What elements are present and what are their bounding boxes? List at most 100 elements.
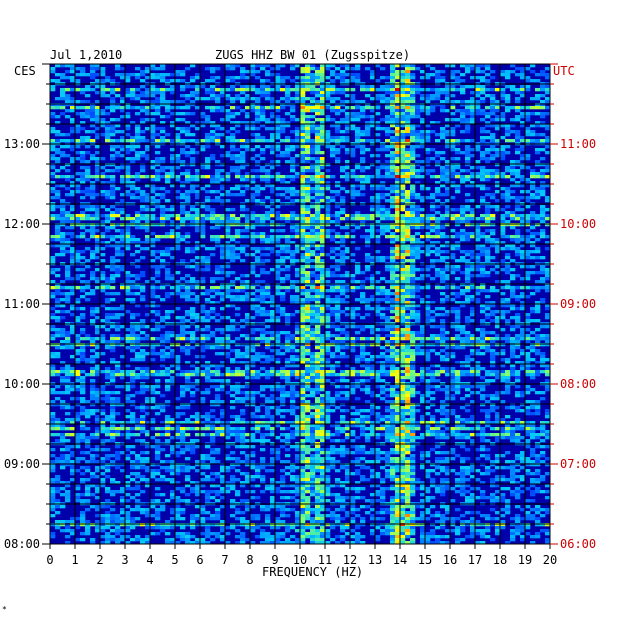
heatmap-cell [510,289,516,293]
heatmap-cell [110,181,116,185]
heatmap-cell [80,70,86,74]
heatmap-cell [110,145,116,149]
heatmap-cell [545,208,551,212]
heatmap-cell [250,103,256,107]
heatmap-cell [150,214,156,218]
heatmap-cell [90,232,96,236]
heatmap-cell [400,154,406,158]
heatmap-cell [120,304,126,308]
heatmap-cell [480,88,486,92]
heatmap-cell [130,223,136,227]
heatmap-cell [430,130,436,134]
heatmap-cell [405,229,411,233]
heatmap-cell [185,163,191,167]
heatmap-cell [85,259,91,263]
heatmap-cell [505,139,511,143]
heatmap-cell [385,187,391,191]
heatmap-cell [250,265,256,269]
heatmap-cell [260,253,266,257]
heatmap-cell [50,166,56,170]
heatmap-cell [155,295,161,299]
heatmap-cell [310,91,316,95]
heatmap-cell [75,235,81,239]
heatmap-cell [385,268,391,272]
heatmap-cell [140,283,146,287]
heatmap-cell [425,76,431,80]
heatmap-cell [250,253,256,257]
heatmap-cell [240,166,246,170]
heatmap-cell [260,313,266,317]
heatmap-cell [430,109,436,113]
heatmap-cell [275,67,281,71]
heatmap-cell [365,178,371,182]
heatmap-cell [150,133,156,137]
heatmap-cell [255,217,261,221]
heatmap-cell [415,169,421,173]
heatmap-cell [440,136,446,140]
heatmap-cell [75,67,81,71]
heatmap-cell [165,208,171,212]
heatmap-cell [185,241,191,245]
heatmap-cell [65,292,71,296]
heatmap-cell [90,157,96,161]
heatmap-cell [530,112,536,116]
heatmap-cell [380,259,386,263]
heatmap-cell [180,94,186,98]
heatmap-cell [355,127,361,131]
heatmap-cell [335,235,341,239]
heatmap-cell [240,235,246,239]
heatmap-cell [465,277,471,281]
heatmap-cell [255,103,261,107]
heatmap-cell [445,100,451,104]
heatmap-cell [310,244,316,248]
heatmap-cell [105,163,111,167]
heatmap-cell [130,253,136,257]
heatmap-cell [305,298,311,302]
heatmap-cell [260,139,266,143]
heatmap-cell [540,73,546,77]
heatmap-cell [420,88,426,92]
heatmap-cell [60,208,66,212]
heatmap-cell [220,91,226,95]
heatmap-cell [390,130,396,134]
heatmap-cell [310,331,316,335]
heatmap-cell [355,193,361,197]
heatmap-cell [95,163,101,167]
heatmap-cell [300,121,306,125]
heatmap-cell [495,181,501,185]
heatmap-cell [410,148,416,152]
heatmap-cell [335,304,341,308]
heatmap-cell [200,85,206,89]
heatmap-cell [360,151,366,155]
heatmap-cell [425,319,431,323]
heatmap-cell [235,328,241,332]
heatmap-cell [410,106,416,110]
heatmap-cell [250,235,256,239]
heatmap-cell [365,121,371,125]
heatmap-cell [390,226,396,230]
heatmap-cell [405,124,411,128]
heatmap-cell [140,121,146,125]
heatmap-cell [300,175,306,179]
heatmap-cell [240,280,246,284]
heatmap-cell [365,277,371,281]
heatmap-cell [525,76,531,80]
heatmap-cell [440,331,446,335]
heatmap-cell [400,229,406,233]
heatmap-cell [425,250,431,254]
heatmap-cell [355,280,361,284]
heatmap-cell [65,76,71,80]
heatmap-cell [540,169,546,173]
heatmap-cell [225,325,231,329]
heatmap-cell [95,205,101,209]
heatmap-cell [215,106,221,110]
heatmap-cell [480,127,486,131]
heatmap-cell [315,94,321,98]
heatmap-cell [210,154,216,158]
heatmap-cell [205,292,211,296]
heatmap-cell [240,85,246,89]
heatmap-cell [155,325,161,329]
heatmap-cell [170,274,176,278]
heatmap-cell [305,154,311,158]
heatmap-cell [400,193,406,197]
